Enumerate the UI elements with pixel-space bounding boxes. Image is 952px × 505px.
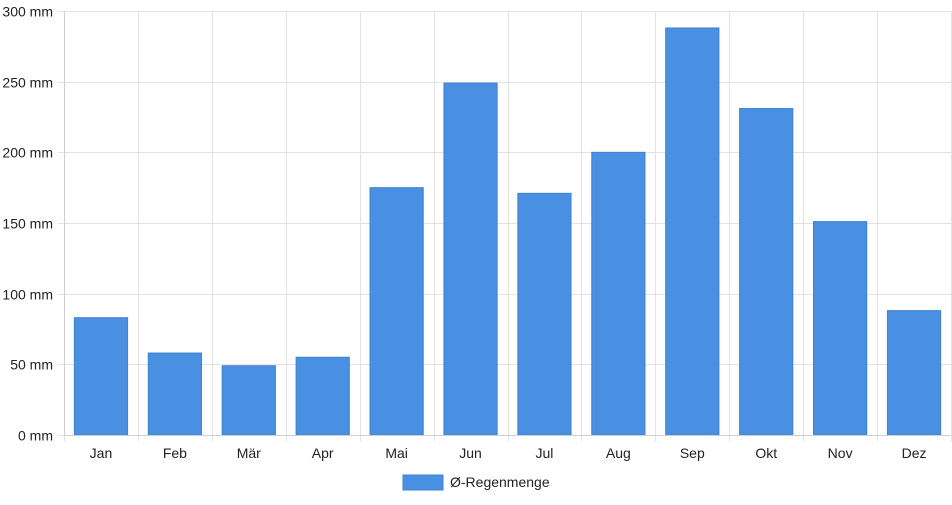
legend[interactable]: Ø-Regenmenge [402,474,550,491]
y-tick-label: 150 mm [2,216,53,232]
axes: 0 mm 50 mm 100 mm 150 mm 200 mm 250 mm 300 mm J… [2,4,951,461]
bar-jan[interactable] [73,317,129,436]
x-tick-label: Mär [237,445,261,461]
bar-nov[interactable] [813,221,868,436]
bar-jul[interactable] [517,192,572,436]
x-tick-label: Jan [90,445,113,461]
legend-label[interactable]: Ø-Regenmenge [450,474,550,490]
bar-okt[interactable] [739,108,794,436]
x-tick-label: Apr [312,445,334,461]
x-tick-label: Feb [163,445,187,461]
bar-aug[interactable] [591,151,646,436]
x-tick-label: Okt [755,445,777,461]
y-tick-label: 200 mm [2,145,53,161]
x-tick-label: Mai [385,445,408,461]
y-tick-label: 250 mm [2,75,53,91]
bar-mär[interactable] [221,365,276,436]
bar-apr[interactable] [295,356,350,436]
y-tick-label: 0 mm [18,428,53,444]
y-tick-label: 100 mm [2,287,53,303]
x-tick-label: Jun [459,445,482,461]
bar-feb[interactable] [147,352,202,436]
bar-dez[interactable] [886,310,942,436]
bar-jun[interactable] [443,82,498,436]
y-tick-label: 300 mm [2,4,53,20]
bar-sep[interactable] [665,27,720,436]
y-tick-label: 50 mm [10,357,53,373]
x-tick-label: Sep [680,445,705,461]
grid [58,11,952,441]
x-tick-label: Aug [606,445,631,461]
x-tick-label: Jul [536,445,554,461]
bars [73,27,942,436]
x-tick-label: Nov [828,445,853,461]
legend-swatch[interactable] [402,474,444,491]
bar-mai[interactable] [369,187,424,436]
x-tick-label: Dez [902,445,927,461]
